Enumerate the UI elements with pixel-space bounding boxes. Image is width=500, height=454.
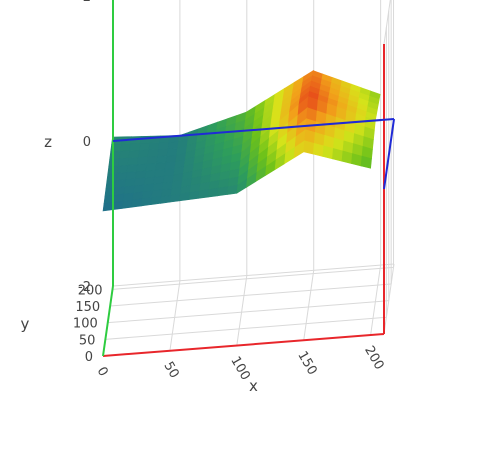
surface-patch xyxy=(138,142,151,151)
z-zero-side-line xyxy=(383,118,395,190)
axis-lines xyxy=(102,0,395,357)
surface-patch xyxy=(137,149,150,158)
surface-patch xyxy=(360,155,372,169)
surface-patch xyxy=(112,200,124,211)
x-tick-label: 0 xyxy=(94,365,111,380)
surface-patch xyxy=(105,180,117,190)
surface-patch xyxy=(156,155,168,164)
surface-patch xyxy=(159,195,172,204)
surface-patch xyxy=(118,150,131,160)
surface-patch xyxy=(341,150,353,164)
surface-patch xyxy=(158,142,170,150)
surface-patch xyxy=(137,156,149,166)
surface-patch xyxy=(146,156,158,165)
surface-patch xyxy=(167,141,179,150)
z-axis-title: z xyxy=(44,133,52,151)
surface-patch xyxy=(124,178,136,188)
surface-patch xyxy=(188,190,200,200)
z-tick-label: 0 xyxy=(83,135,91,150)
surface-mesh xyxy=(102,70,381,212)
surface-patch xyxy=(129,143,141,152)
surface-patch xyxy=(157,148,169,157)
surface-patch xyxy=(351,153,363,167)
surface-patch xyxy=(140,197,153,207)
surface-patch xyxy=(117,157,130,167)
x-axis-title: x xyxy=(249,377,258,395)
surface-patch xyxy=(303,140,315,155)
floor-grid-line xyxy=(236,275,248,346)
surface-patch xyxy=(126,164,138,173)
surface-patch xyxy=(332,148,344,162)
y-tick-label: 200 xyxy=(78,283,103,298)
surface-patch xyxy=(198,189,210,199)
y-tick-label: 150 xyxy=(75,300,100,315)
surface-patch xyxy=(147,149,159,158)
z-zero-line xyxy=(112,118,395,142)
surface-patch xyxy=(125,171,137,181)
surface-patch xyxy=(226,184,239,195)
x-tick-label: 150 xyxy=(294,349,319,378)
surface-patch xyxy=(217,186,229,197)
surface-patch xyxy=(179,192,191,202)
surface-patch xyxy=(164,161,176,170)
y-tick-label: 50 xyxy=(79,333,96,348)
surface-patch xyxy=(312,142,325,157)
surface-patch xyxy=(165,155,177,164)
x-tick-label: 50 xyxy=(160,359,181,381)
surface-patch xyxy=(154,169,166,178)
surface-patch xyxy=(322,145,334,160)
floor-grid-line xyxy=(105,316,387,340)
z-tick-label: 2 xyxy=(83,0,91,5)
surface-patch xyxy=(127,157,139,166)
y-axis-title: y xyxy=(21,315,30,333)
surface-patch xyxy=(163,168,176,177)
surface-patch xyxy=(119,143,132,152)
floor-grid-line xyxy=(110,283,392,307)
surface-patch xyxy=(135,170,147,180)
surface-patch xyxy=(116,165,129,174)
surface-patch xyxy=(145,163,157,172)
surface-patch xyxy=(144,169,156,179)
surface-patch xyxy=(115,179,127,189)
y-axis-line xyxy=(102,285,114,357)
y-tick-label: 100 xyxy=(73,317,98,332)
surface-patch xyxy=(128,150,140,159)
surface-patch xyxy=(136,163,148,173)
back-wall-grid-line xyxy=(112,263,395,287)
x-tick-label: 200 xyxy=(361,344,386,373)
side-wall-grid-line xyxy=(383,0,391,45)
surface-patch xyxy=(116,172,128,181)
floor-grid-line xyxy=(107,300,389,324)
surface-patch xyxy=(155,162,167,171)
surface-patch xyxy=(121,199,133,209)
floor-grid-line xyxy=(112,266,394,290)
floor-grid-line xyxy=(169,280,181,351)
surface-patch xyxy=(148,142,160,151)
z-tick-label: -2 xyxy=(78,280,91,295)
x-axis-line xyxy=(102,333,385,357)
surface-patch xyxy=(150,196,162,206)
floor-grid-line xyxy=(370,264,382,336)
surface-patch xyxy=(131,198,143,208)
y-tick-label: 0 xyxy=(85,350,93,365)
surface-patch xyxy=(109,151,121,160)
surface-patch xyxy=(207,187,219,198)
side-wall-grid-line xyxy=(383,263,395,335)
axis-titles: x y z xyxy=(21,133,259,395)
surface-patch xyxy=(166,148,178,157)
floor-grid-line xyxy=(303,270,315,341)
surface-patch xyxy=(169,193,181,203)
surface-patch xyxy=(102,202,114,212)
